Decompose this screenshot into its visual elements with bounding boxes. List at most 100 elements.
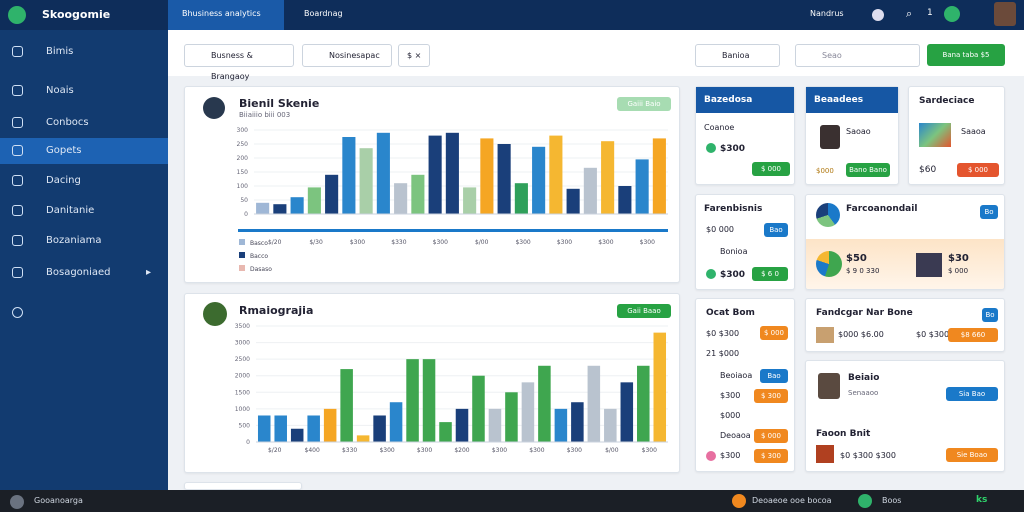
y-tick-label: 3000 bbox=[235, 340, 250, 347]
bar bbox=[428, 135, 442, 214]
card-text: $0 $300 $300 bbox=[840, 451, 896, 460]
tab-active[interactable] bbox=[168, 0, 284, 30]
bar bbox=[532, 146, 546, 214]
card-button[interactable]: $ 6 0 bbox=[752, 267, 788, 281]
bar bbox=[653, 332, 667, 442]
card-title: Beiaio bbox=[848, 373, 880, 383]
y-tick-label: 500 bbox=[239, 422, 251, 429]
x-tick-label: $/30 bbox=[309, 239, 323, 246]
user-name[interactable]: Nandrus bbox=[810, 9, 844, 18]
row-button[interactable]: $ 300 bbox=[754, 389, 788, 403]
y-tick-label: 2500 bbox=[235, 356, 250, 363]
icon bbox=[706, 451, 716, 461]
row-text: $300 bbox=[720, 451, 741, 460]
tag-label: Bao bbox=[769, 226, 783, 234]
top-bar: Skoogomie Bhusiness analytics Boardnag N… bbox=[0, 0, 1024, 30]
nav-label: Bosagoniaed bbox=[46, 267, 111, 278]
bar bbox=[549, 135, 563, 214]
nav-item[interactable]: Bozaniama bbox=[0, 228, 168, 254]
bar bbox=[587, 365, 601, 442]
bar bbox=[307, 415, 320, 442]
bar bbox=[554, 408, 568, 442]
filter[interactable]: $ × bbox=[398, 44, 430, 67]
avatar bbox=[872, 9, 884, 21]
button-label: $ 000 bbox=[967, 166, 989, 174]
card: Sardeciace Saaoa $60 $ 000 bbox=[908, 86, 1005, 185]
row-text: $0 $300 bbox=[706, 329, 740, 338]
avatar bbox=[203, 97, 225, 119]
search-icon[interactable]: ⌕ bbox=[906, 7, 913, 20]
tag: Bao bbox=[764, 223, 788, 237]
panel-button[interactable]: Gaii Baao bbox=[617, 304, 671, 318]
status-icon[interactable] bbox=[944, 6, 960, 22]
bar bbox=[652, 138, 666, 214]
filter[interactable]: Busness & Brangaoy bbox=[184, 44, 294, 81]
panel-button[interactable]: Gaiii Baio bbox=[617, 97, 671, 111]
tab[interactable]: Boardnag bbox=[304, 9, 343, 18]
y-tick-label: 3500 bbox=[235, 323, 250, 330]
charts: 0 50 100 150 200 250 300 $/20 $/30 $300 $330 $300 $/… bbox=[235, 127, 668, 454]
nav-item[interactable]: Gopets bbox=[0, 138, 168, 164]
card-button[interactable]: $ 000 bbox=[752, 162, 790, 176]
y-tick-label: 200 bbox=[237, 155, 249, 162]
photo bbox=[916, 253, 942, 277]
nav-label: Dacing bbox=[46, 175, 81, 186]
bar bbox=[325, 174, 339, 214]
footer-icon bbox=[732, 494, 746, 508]
row-button[interactable]: $ 000 bbox=[754, 429, 788, 443]
bar bbox=[290, 197, 304, 214]
nav-label: Noais bbox=[46, 85, 74, 96]
card-button[interactable]: $ 000 bbox=[957, 163, 999, 177]
filter[interactable]: Nosinesapac bbox=[302, 44, 392, 67]
y-tick-label: 100 bbox=[237, 183, 249, 190]
tab[interactable]: Bhusiness analytics bbox=[182, 9, 261, 18]
bar bbox=[257, 415, 271, 442]
bar bbox=[406, 359, 419, 442]
bar bbox=[463, 187, 477, 214]
search[interactable]: Seao bbox=[795, 44, 920, 67]
row-text: 21 $000 bbox=[706, 349, 740, 358]
bar bbox=[455, 408, 469, 442]
card-button[interactable]: Sia Bao bbox=[946, 387, 998, 401]
profile-photo[interactable] bbox=[994, 2, 1016, 26]
card-button[interactable]: Bano Bano bbox=[846, 163, 890, 177]
nav-item[interactable]: Bimis bbox=[0, 39, 168, 65]
row-text: Deoaoa bbox=[720, 431, 751, 440]
bar bbox=[376, 132, 390, 214]
nav-item[interactable]: Noais bbox=[0, 78, 168, 104]
row-button[interactable]: Bao bbox=[760, 369, 788, 383]
button-label: $5 bbox=[980, 51, 990, 59]
x-tick-label: $300 bbox=[557, 239, 572, 246]
footer-text: Gooanoarga bbox=[34, 496, 83, 505]
graphic bbox=[919, 123, 951, 147]
panel-title: Bienil Skenie bbox=[239, 97, 320, 110]
bar bbox=[340, 369, 353, 442]
row-button[interactable]: $ 300 bbox=[754, 449, 788, 463]
nav-item[interactable]: Bosagoniaed ▸ bbox=[0, 260, 168, 286]
card-value: $60 bbox=[919, 165, 937, 175]
bar bbox=[521, 382, 535, 442]
y-tick-label: 250 bbox=[237, 141, 249, 148]
button-label: $ 000 bbox=[760, 165, 782, 173]
nav-item[interactable]: Conbocs bbox=[0, 110, 168, 136]
action-button[interactable]: Bana taba $5 bbox=[927, 44, 1005, 66]
card-button[interactable]: Sie Boao bbox=[946, 448, 998, 462]
row-button[interactable]: $ 000 bbox=[760, 326, 788, 340]
photo bbox=[816, 445, 834, 463]
dropdown[interactable]: Banioa bbox=[695, 44, 780, 67]
x-tick-label: $300 bbox=[567, 447, 582, 454]
nav-item[interactable]: Danitanie bbox=[0, 198, 168, 224]
card-title: Ocat Bom bbox=[706, 308, 755, 318]
y-tick-label: 150 bbox=[237, 169, 249, 176]
button-label: $ 000 bbox=[763, 329, 785, 337]
card-button[interactable]: $8 660 bbox=[948, 328, 998, 342]
nav-item[interactable] bbox=[0, 300, 168, 326]
y-tick-label: 1000 bbox=[235, 406, 250, 413]
x-tick-label: $300 bbox=[417, 447, 432, 454]
bar bbox=[359, 148, 373, 214]
nav-item[interactable]: Dacing bbox=[0, 168, 168, 194]
bar bbox=[273, 204, 287, 214]
card-title: Bazedosa bbox=[696, 87, 794, 113]
logo-icon bbox=[8, 6, 26, 24]
